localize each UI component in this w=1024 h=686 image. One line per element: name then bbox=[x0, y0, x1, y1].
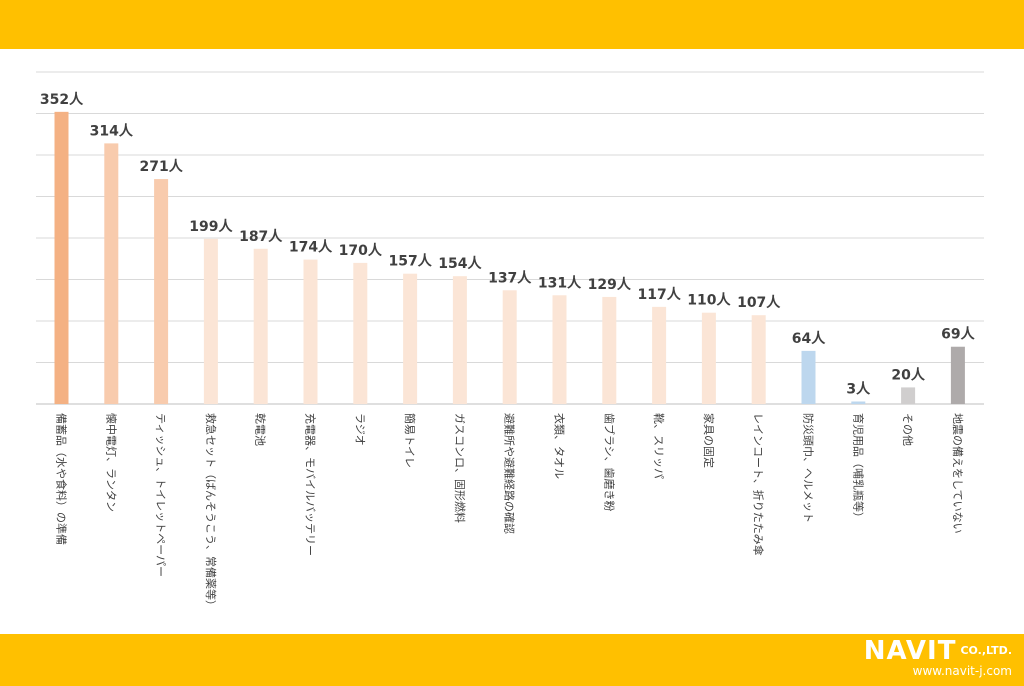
category-label: ティッシュ、トイレットペーパー bbox=[154, 413, 167, 577]
bar-value-label: 137人 bbox=[488, 269, 532, 286]
bar-value-label: 20人 bbox=[891, 366, 925, 383]
bar-value-label: 117人 bbox=[637, 286, 681, 303]
bar bbox=[701, 312, 716, 404]
bar bbox=[54, 111, 69, 404]
logo-url: www.navit-j.com bbox=[912, 664, 1012, 678]
bar bbox=[104, 143, 119, 404]
bar bbox=[950, 346, 965, 404]
company-logo: NAVIT CO.,LTD. www.navit-j.com bbox=[836, 638, 1012, 682]
bar bbox=[751, 315, 766, 404]
category-label: ラジオ bbox=[353, 413, 366, 446]
chart-category-labels: 備蓄品（水や食料）の準備 懐中電灯、ランタン ティッシュ、トイレットペーパー 救急セッ… bbox=[55, 413, 964, 611]
category-label: 懐中電灯、ランタン bbox=[104, 413, 118, 512]
category-label: 救急セット（ばんそうこう、常備薬等） bbox=[204, 413, 218, 611]
bar-value-label: 64人 bbox=[792, 330, 826, 347]
bar bbox=[452, 276, 467, 404]
chart-bars bbox=[54, 111, 965, 404]
category-label: 靴、スリッパ bbox=[652, 413, 666, 479]
bar bbox=[602, 296, 617, 404]
bar bbox=[303, 259, 318, 404]
bar bbox=[353, 262, 368, 404]
bar-value-label: 187人 bbox=[239, 228, 283, 245]
bar bbox=[203, 238, 218, 404]
category-label: 地震の備えをしていない bbox=[951, 413, 964, 534]
category-label: 歯ブラシ、歯磨き粉 bbox=[602, 413, 616, 512]
category-label: 育児用品（哺乳瓶等） bbox=[851, 413, 865, 523]
bar bbox=[801, 350, 816, 404]
bar-value-label: 170人 bbox=[339, 242, 383, 259]
bar bbox=[403, 273, 418, 404]
logo-brand: NAVIT bbox=[863, 636, 957, 666]
category-label: 防災頭巾、ヘルメット bbox=[802, 413, 816, 523]
bar bbox=[154, 179, 169, 404]
category-label: 家具の固定 bbox=[702, 413, 716, 468]
bar bbox=[253, 248, 268, 404]
bar bbox=[502, 290, 517, 404]
category-label: 備蓄品（水や食料）の準備 bbox=[55, 413, 69, 545]
category-label: その他 bbox=[901, 413, 914, 446]
category-label: 簡易トイレ bbox=[403, 413, 417, 468]
bar-value-label: 199人 bbox=[189, 218, 233, 235]
bar-value-label: 157人 bbox=[388, 253, 432, 270]
chart-gridlines bbox=[36, 71, 984, 405]
bar bbox=[552, 295, 567, 404]
top-banner bbox=[0, 0, 1024, 49]
bar bbox=[851, 401, 866, 404]
category-label: ガスコンロ、固形燃料 bbox=[453, 413, 467, 523]
bar-value-label: 352人 bbox=[40, 91, 84, 108]
bar-value-label: 3人 bbox=[846, 381, 871, 398]
bar-value-label: 69人 bbox=[941, 326, 975, 343]
bar-value-label: 271人 bbox=[139, 158, 183, 175]
bar-value-label: 154人 bbox=[438, 255, 482, 272]
bar-chart: 352人 314人 271人 199人 187人 174人 170人 157人 154人 137人… bbox=[36, 71, 984, 611]
category-label: 衣類、タオル bbox=[553, 413, 567, 479]
bottom-banner bbox=[0, 634, 1024, 686]
logo-suffix: CO.,LTD. bbox=[960, 644, 1012, 657]
bar-value-label: 110人 bbox=[687, 292, 731, 309]
bar-value-label: 129人 bbox=[588, 276, 632, 293]
category-label: 乾電池 bbox=[254, 413, 267, 446]
bar-value-label: 174人 bbox=[289, 239, 333, 256]
bar-value-label: 314人 bbox=[90, 122, 134, 139]
chart-value-labels: 352人 314人 271人 199人 187人 174人 170人 157人 154人 137人… bbox=[40, 91, 976, 398]
category-label: レインコート、折りたたみ傘 bbox=[752, 413, 766, 556]
category-label: 充電器、モバイルバッテリー bbox=[304, 413, 318, 556]
bar bbox=[901, 387, 916, 404]
bar-value-label: 131人 bbox=[538, 274, 582, 291]
category-label: 避難所や避難経路の確認 bbox=[503, 413, 517, 534]
bar-value-label: 107人 bbox=[737, 294, 781, 311]
bar bbox=[652, 306, 667, 404]
